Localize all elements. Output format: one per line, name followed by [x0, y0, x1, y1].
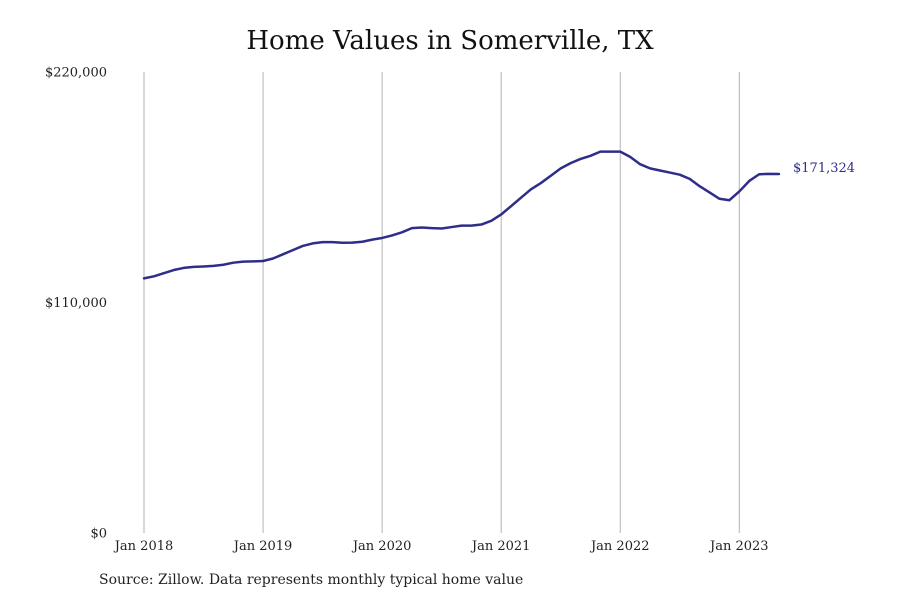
data-point [599, 151, 602, 153]
x-tick-label: Jan 2019 [232, 539, 293, 554]
data-point [232, 262, 234, 264]
x-tick-label: Jan 2023 [708, 539, 769, 554]
data-point [411, 227, 413, 229]
source-note: Source: Zillow. Data represents monthly … [99, 572, 524, 588]
gridlines [143, 72, 740, 533]
data-point [679, 174, 681, 176]
y-tick-label: $0 [90, 527, 107, 542]
data-point [421, 226, 423, 229]
data-point [351, 241, 353, 244]
data-point [540, 182, 542, 184]
data-point [321, 241, 324, 243]
data-point [401, 231, 403, 233]
data-point [649, 167, 651, 169]
data-point [431, 227, 433, 229]
data-point [361, 241, 363, 243]
data-point [550, 175, 552, 177]
data-point [450, 226, 453, 228]
data-point [302, 245, 304, 247]
data-point [292, 249, 294, 251]
data-point [163, 272, 165, 274]
data-point [341, 242, 344, 244]
data-point [173, 269, 175, 271]
data-point [659, 169, 661, 172]
data-point [262, 260, 264, 262]
data-point [441, 227, 443, 230]
data-point [391, 234, 393, 237]
data-point [589, 155, 592, 157]
y-tick-label: $110,000 [45, 296, 107, 311]
data-point [708, 191, 711, 194]
data-point [639, 163, 641, 165]
data-point [193, 266, 195, 268]
data-point [510, 205, 512, 207]
data-point [728, 199, 730, 201]
data-point [778, 173, 780, 175]
data-point [222, 264, 224, 266]
data-point [500, 213, 502, 216]
x-axis-ticks: Jan 2018 Jan 2019 Jan 2020 Jan 2021 Jan 2022… [113, 539, 769, 554]
x-tick-label: Jan 2018 [113, 539, 174, 554]
data-point [669, 171, 671, 174]
data-point [619, 151, 621, 153]
data-point [570, 162, 572, 164]
data-point [490, 220, 492, 222]
data-point [460, 224, 463, 227]
data-point [689, 178, 691, 180]
data-points [143, 151, 780, 280]
data-point [579, 158, 582, 160]
y-tick-label: $220,000 [45, 66, 107, 81]
end-value-label: $171,324 [793, 161, 855, 176]
data-point [629, 156, 631, 158]
data-point [480, 223, 482, 226]
data-point [530, 188, 532, 190]
data-point [143, 277, 145, 280]
data-point [748, 180, 750, 182]
data-point [758, 173, 760, 175]
data-point [242, 261, 244, 263]
data-point [183, 267, 185, 269]
data-point [312, 242, 314, 245]
data-point [153, 275, 155, 277]
data-point [331, 241, 334, 243]
x-tick-label: Jan 2020 [351, 539, 412, 554]
x-tick-label: Jan 2021 [470, 539, 531, 554]
data-point [381, 237, 383, 239]
data-point [560, 167, 562, 169]
data-point [768, 173, 770, 175]
data-point [470, 224, 473, 227]
data-point [282, 253, 284, 255]
x-tick-label: Jan 2022 [589, 539, 650, 554]
data-point [212, 265, 215, 267]
data-point [609, 151, 611, 153]
data-point [252, 260, 254, 263]
chart-title: Home Values in Somerville, TX [246, 26, 654, 56]
data-point [202, 265, 205, 268]
data-point [738, 190, 740, 193]
data-point [718, 198, 721, 200]
data-point [520, 197, 522, 199]
data-point [371, 239, 373, 241]
data-point [272, 257, 274, 260]
y-axis-ticks: $0 $110,000 $220,000 [45, 66, 107, 542]
series-line-home-value [142, 150, 781, 280]
data-point [699, 185, 701, 187]
